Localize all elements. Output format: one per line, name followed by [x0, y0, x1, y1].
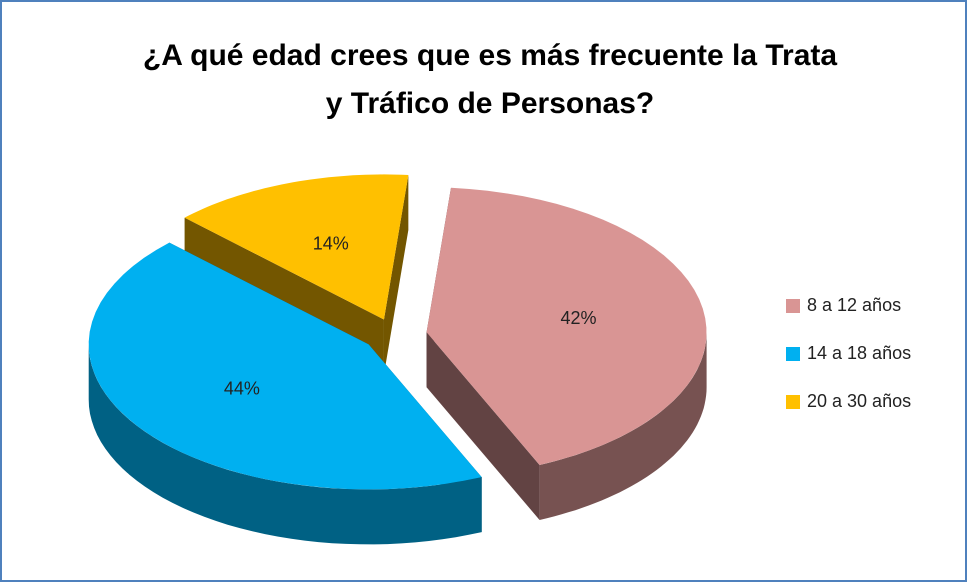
legend-label: 14 a 18 años: [807, 343, 911, 363]
legend-swatch: [786, 347, 800, 361]
data-label: 44%: [224, 378, 260, 398]
slice-side: [539, 332, 707, 520]
legend-swatch: [786, 299, 800, 313]
slice-cut-face: [426, 332, 540, 520]
chart-title: ¿A qué edad crees que es más frecuente l…: [142, 39, 838, 120]
legend-label: 8 a 12 años: [807, 295, 901, 315]
legend-swatch: [786, 395, 800, 409]
slice: [426, 187, 707, 466]
slice: [88, 242, 482, 490]
slice-side: [88, 344, 482, 545]
slice: [184, 174, 409, 320]
slice-cut-face: [383, 174, 409, 375]
data-label: 42%: [560, 308, 596, 328]
legend-label: 20 a 30 años: [807, 391, 911, 411]
data-label: 14%: [313, 233, 349, 253]
